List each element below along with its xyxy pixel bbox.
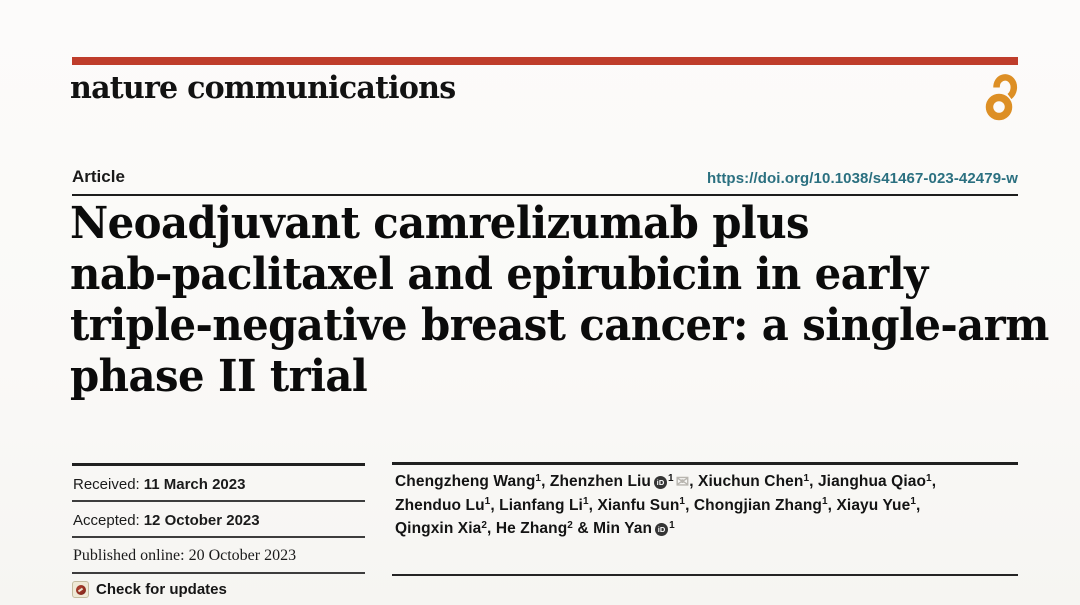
author-name: He Zhang2 [495,519,573,537]
title-line: Neoadjuvant camrelizumab plus [70,198,810,249]
doi-link[interactable]: https://doi.org/10.1038/s41467-023-42479… [706,170,1018,187]
check-for-updates-label: Check for updates [96,581,227,598]
author-line: Chengzheng Wang1, Zhenzhen Liu iD 1 ✉, Xiuc… [395,472,937,491]
open-access-icon [985,74,1018,121]
author-name: Min Yan iD 1 [593,519,675,537]
journal-logo: nature communications [70,70,456,106]
history-rule [72,500,365,502]
author-name: Zhenzhen Liu iD 1 ✉ [549,472,690,491]
author-name: Chengzheng Wang1 [395,472,542,490]
accepted-date: 12 October 2023 [143,512,260,529]
received-label: Received: [73,476,140,493]
affiliation-superscript: 1 [910,496,916,508]
published-date: 20 October 2023 [188,547,297,564]
title-line: nab-paclitaxel and epirubicin in early [70,249,928,300]
accepted-label: Accepted: [73,512,140,529]
affiliation-superscript: 1 [669,519,675,531]
accepted-row: Accepted: 12 October 2023 [73,512,365,529]
author-list: Chengzheng Wang1, Zhenzhen Liu iD 1 ✉, Xiuc… [395,470,1020,541]
author-name: Lianfang Li1 [499,496,589,514]
affiliation-superscript: 1 [582,496,589,508]
affiliation-superscript: 1 [484,496,491,508]
affiliation-superscript: 1 [926,472,932,484]
author-line: Zhenduo Lu1, Lianfang Li1, Xianfu Sun1, … [395,496,921,514]
author-name: Chongjian Zhang1 [693,496,828,514]
orcid-icon[interactable]: iD [655,523,669,537]
published-row: Published online: 20 October 2023 [73,547,365,565]
author-name: Qingxin Xia2 [395,519,488,537]
author-name: Xianfu Sun1 [597,496,686,514]
affiliation-superscript: 1 [803,472,810,484]
affiliation-superscript: 2 [481,519,488,531]
author-name: Jianghua Qiao1 [817,472,932,490]
masthead-red-rule [72,57,1018,65]
affiliation-superscript: 1 [679,496,686,508]
author-name: Xiayu Yue1 [836,496,916,514]
email-envelope-icon[interactable]: ✉ [675,474,690,491]
affiliation-superscript: 1 [535,472,542,484]
title-line: phase II trial [70,351,368,402]
author-name: Xiuchun Chen1 [698,472,810,490]
authors-bottom-rule [392,574,1018,576]
author-name: Zhenduo Lu1 [395,496,491,514]
author-line: Qingxin Xia2, He Zhang2 & Min Yan iD 1 [395,519,675,537]
affiliation-superscript: 1 [821,496,828,508]
crossmark-icon [72,581,89,598]
affiliation-superscript: 1 [668,472,674,484]
published-label: Published online: [73,547,185,564]
check-for-updates-button[interactable]: Check for updates [72,581,227,598]
affiliation-superscript: 2 [567,519,573,531]
authors-top-rule [392,462,1018,465]
history-rule [72,536,365,538]
received-row: Received: 11 March 2023 [73,476,365,493]
article-title: Neoadjuvant camrelizumab plus nab-paclit… [70,198,1049,402]
title-line: triple-negative breast cancer: a single-… [70,300,1049,351]
history-rule [72,572,365,574]
article-type-label: Article [72,167,125,186]
orcid-icon[interactable]: iD [654,476,668,490]
article-divider-rule [72,194,1018,196]
received-date: 11 March 2023 [143,476,246,493]
history-rule [72,463,365,466]
